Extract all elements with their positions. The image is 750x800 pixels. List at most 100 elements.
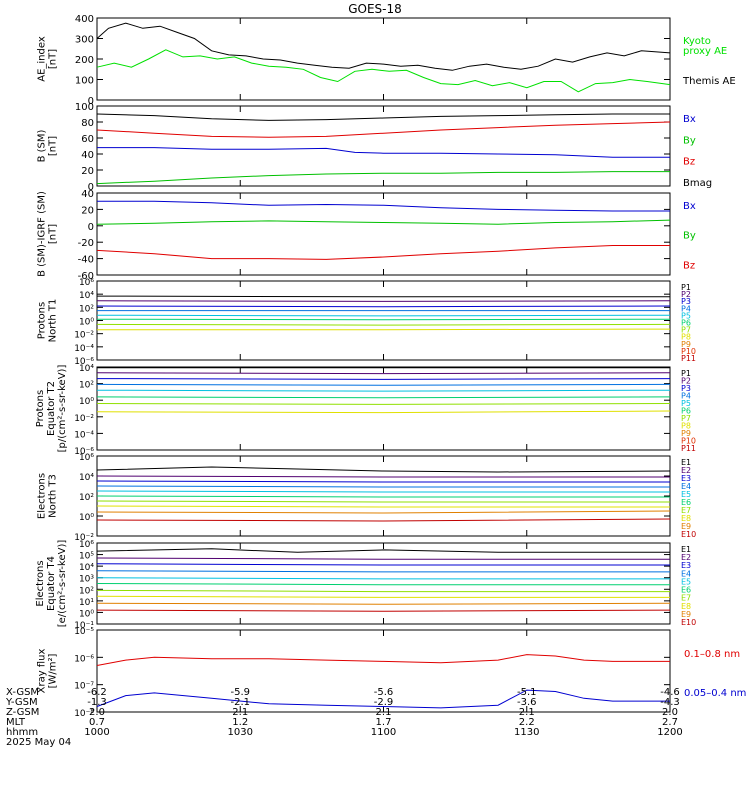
y-axis-label: [nT] [48,136,59,156]
legend-label: E7 [681,594,691,603]
y-axis-label: North T1 [48,299,59,343]
y-tick-label: 10⁻⁶ [74,654,94,664]
legend-label: P9 [681,429,691,438]
series-line [96,113,670,121]
series-line [96,410,671,414]
x-axis-value: -5.1 [517,687,537,698]
panel-3: 10⁻⁶ 10⁻⁴ 10⁻² 10⁰ 10² 10⁴ 10⁶ Protons North T1 P… [37,278,697,367]
series-line [96,583,670,586]
y-axis-label: [nT] [48,224,59,244]
legend-label: By [683,135,696,146]
legend-label: Bz [683,260,695,271]
x-axis-value: 2.0 [662,707,678,718]
panel-1: 0 20 40 60 80 100 B (SM) [nT] Bx By Bz Bmag [37,102,713,193]
legend-label: E1 [681,545,691,554]
legend-label: P3 [681,384,691,393]
y-axis-label: Protons [37,302,48,339]
legend-label: E4 [681,569,691,578]
panel-7: 10⁻⁸ 10⁻⁷ 10⁻⁶ 10⁻⁵ Xray flux [W/m²] 0.1–0.8 n… [37,627,747,719]
y-tick-label: 10⁴ [79,473,94,483]
legend-label: E9 [681,522,691,531]
legend-label: P11 [681,444,696,453]
legend-label: P2 [681,290,691,299]
legend-label: P7 [681,326,691,335]
y-tick-label: 200 [75,55,94,66]
series-line [96,602,671,605]
legend-label: E3 [681,474,691,483]
y-tick-label: 10⁻² [74,331,94,341]
legend-label: Bx [683,114,696,125]
legend-label: E2 [681,553,691,562]
legend-label: E5 [681,490,691,499]
y-tick-label: -20 [78,238,94,249]
legend-label: E8 [681,514,691,523]
x-axis-value: 2.1 [376,707,392,718]
x-axis-row-label: X-GSM [6,687,39,698]
x-axis-value: 2.7 [662,717,678,728]
x-axis-value: -2.9 [374,697,394,708]
y-tick-label: 10⁻² [74,533,94,543]
series-line [96,389,671,392]
x-axis-value: -5.9 [230,687,250,698]
x-axis-value: -5.6 [374,687,394,698]
series-line [96,510,671,514]
series-line [96,563,670,566]
series-line [97,200,670,212]
x-axis-row-label: Y-GSM [5,697,38,708]
y-axis-label: AE_index [37,36,48,82]
legend-label: E9 [681,610,691,619]
y-tick-label: 10⁻⁴ [74,430,94,440]
series-line [96,475,670,478]
legend-label: E3 [681,561,691,570]
y-tick-label: 10¹ [79,598,94,608]
x-axis-value: 1130 [514,727,539,738]
series-line [96,480,670,483]
series-line [96,609,671,612]
x-axis-value: 1000 [84,727,109,738]
legend-label: P5 [681,399,691,408]
series-line [96,518,671,522]
x-axis-row-label: MLT [6,717,26,728]
series-line [96,570,670,573]
y-tick-label: 10⁰ [79,397,94,407]
series-line [96,689,670,709]
y-tick-label: 10⁰ [79,318,94,328]
y-axis-label: B (SM) [37,129,48,162]
y-tick-label: 10³ [79,575,94,585]
legend-label: P1 [681,369,691,378]
y-tick-label: 20 [81,205,94,216]
x-axis-value: -4.6 [660,687,680,698]
series-line [96,505,670,508]
y-axis-label: [e/(cm²-s-sr-keV)] [57,540,68,628]
series-line [96,557,670,560]
legend-label: Bz [683,157,695,168]
legend-label: P4 [681,304,691,313]
x-axis-value: 1.7 [376,717,392,728]
y-tick-label: 10⁴ [79,291,94,301]
legend-label: P6 [681,319,691,328]
legend-label: E1 [681,458,691,467]
x-axis-value: 2.2 [519,717,535,728]
y-tick-label: -60 [78,271,94,282]
y-tick-label: 0 [88,182,94,193]
panel-2: -60 -40 -20 0 20 40 B (SM)-IGRF (SM) [nT] Bx By Bz [37,189,696,282]
legend-label: E7 [681,506,691,515]
y-axis-label: Equator T4 [46,556,57,611]
y-tick-label: 10⁶ [79,540,94,550]
legend-label: 0.05–0.4 nm [684,688,746,699]
y-tick-label: 10⁶ [79,453,94,463]
y-axis-label: Electrons [37,473,48,519]
series-line [96,490,670,493]
y-tick-label: 10² [79,304,94,314]
series-line [96,548,670,553]
x-axis-value: 1100 [371,727,396,738]
y-tick-label: 80 [81,118,94,129]
y-tick-label: 10⁻⁶ [74,357,94,367]
series-line [96,372,671,375]
y-tick-label: 10⁵ [79,552,94,562]
legend-label: P1 [681,283,691,292]
y-tick-label: 400 [75,14,94,25]
y-tick-label: 0 [88,96,94,107]
x-axis-value: 1.2 [232,717,248,728]
series-line [96,500,670,503]
